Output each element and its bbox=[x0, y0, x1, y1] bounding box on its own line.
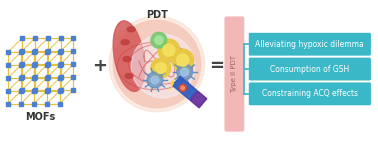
Text: PDT: PDT bbox=[146, 10, 168, 21]
Text: MOFs: MOFs bbox=[26, 112, 56, 122]
FancyBboxPatch shape bbox=[225, 16, 244, 132]
Circle shape bbox=[109, 16, 204, 112]
Circle shape bbox=[163, 44, 175, 56]
Polygon shape bbox=[172, 76, 197, 100]
Circle shape bbox=[151, 32, 167, 48]
Circle shape bbox=[181, 68, 189, 76]
Text: +: + bbox=[92, 57, 107, 75]
Text: Consumption of GSH: Consumption of GSH bbox=[270, 65, 350, 74]
Ellipse shape bbox=[179, 85, 186, 91]
Ellipse shape bbox=[127, 27, 135, 32]
Circle shape bbox=[151, 76, 159, 84]
Ellipse shape bbox=[123, 57, 131, 62]
Text: =: = bbox=[209, 57, 224, 75]
FancyBboxPatch shape bbox=[249, 58, 371, 80]
Ellipse shape bbox=[125, 74, 133, 78]
Circle shape bbox=[172, 49, 194, 71]
FancyBboxPatch shape bbox=[249, 82, 371, 105]
Polygon shape bbox=[170, 78, 175, 90]
Circle shape bbox=[155, 36, 163, 44]
Text: Constraining ACQ effects: Constraining ACQ effects bbox=[262, 89, 358, 98]
Text: Alleviating hypoxic dilemma: Alleviating hypoxic dilemma bbox=[256, 40, 364, 49]
Circle shape bbox=[158, 39, 180, 61]
Circle shape bbox=[151, 58, 171, 78]
Ellipse shape bbox=[181, 86, 184, 90]
Circle shape bbox=[113, 20, 201, 108]
Circle shape bbox=[131, 34, 195, 98]
Circle shape bbox=[177, 54, 189, 66]
FancyBboxPatch shape bbox=[249, 33, 371, 56]
Circle shape bbox=[177, 64, 193, 80]
Polygon shape bbox=[190, 91, 207, 108]
Ellipse shape bbox=[121, 40, 129, 45]
Text: Type II PDT: Type II PDT bbox=[231, 55, 237, 93]
Circle shape bbox=[147, 72, 163, 88]
Ellipse shape bbox=[113, 21, 145, 92]
Circle shape bbox=[155, 63, 166, 74]
